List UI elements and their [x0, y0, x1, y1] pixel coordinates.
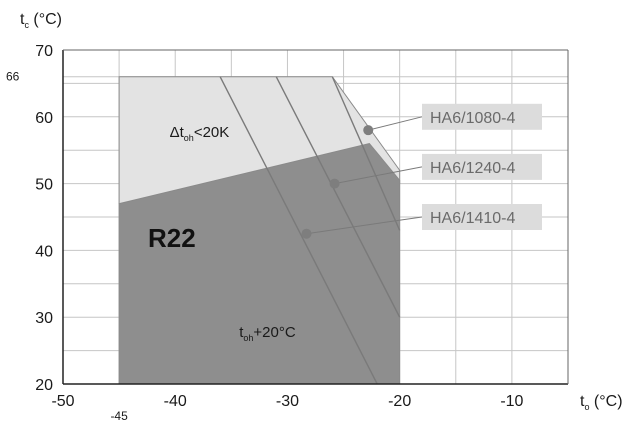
x-tick-label: -50 [51, 393, 74, 410]
model-label-box-3 [422, 204, 542, 230]
leader-line-1 [368, 116, 423, 131]
model-line-3 [219, 76, 378, 385]
y-tick-label-extra: 66 [6, 70, 20, 84]
model-label-box-2 [422, 153, 542, 180]
x-axis-title: to (°C) [580, 393, 623, 412]
envelope-regions [118, 76, 401, 385]
model-marker-2 [329, 178, 340, 189]
x-tick-label: -40 [164, 393, 187, 410]
region-label-superheat: Δtoh<20K [170, 124, 230, 143]
leader-line-2 [334, 166, 423, 185]
x-tick-label: -20 [388, 393, 411, 410]
y-axis-title: tc (°C) [20, 11, 62, 30]
model-lines [219, 76, 401, 385]
y-tick-label: 40 [35, 243, 53, 260]
y-tick-label: 20 [35, 377, 53, 394]
x-tick-label: -10 [500, 393, 523, 410]
model-marker-1 [363, 125, 374, 136]
model-label-2: HA6/1240-4 [430, 160, 515, 177]
model-label-box-1 [422, 103, 542, 130]
x-tick-label-extra: -45 [110, 409, 128, 423]
labels: Δtoh<20K toh+20°C R22 HA6/1080-4 HA6/1240-4 H… [148, 103, 542, 343]
y-tick-label: 30 [35, 310, 53, 327]
model-marker-3 [301, 228, 312, 239]
model-label-3: HA6/1410-4 [430, 210, 515, 227]
model-label-1: HA6/1080-4 [430, 110, 515, 127]
y-tick-label: 70 [35, 43, 53, 60]
y-tick-label: 60 [35, 110, 53, 127]
x-tick-label: -30 [276, 393, 299, 410]
axes: -50 -40 -30 -20 -10 20 30 40 50 60 70 -45 66 tc (°C) t… [6, 11, 623, 423]
region-label-oh: toh+20°C [239, 324, 296, 343]
model-line-2 [275, 76, 401, 318]
y-tick-label: 50 [35, 177, 53, 194]
leader-line-3 [306, 216, 423, 235]
model-line-1 [331, 76, 401, 231]
refrigerant-label: R22 [148, 223, 196, 253]
